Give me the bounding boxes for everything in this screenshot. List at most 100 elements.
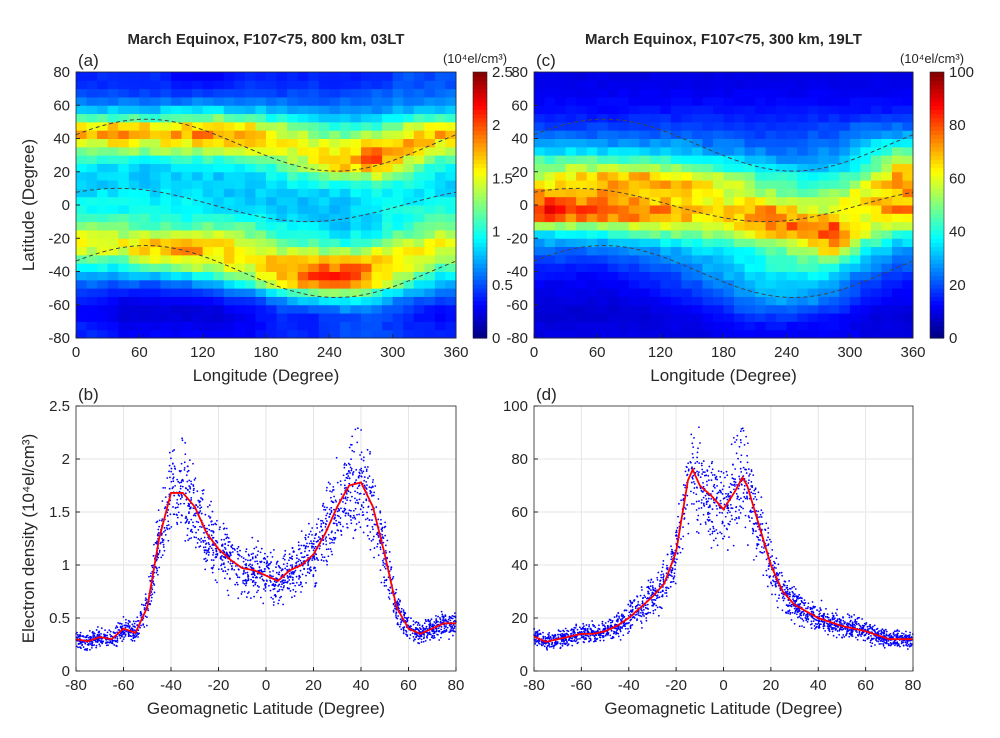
heatmap-cell <box>86 329 98 339</box>
colorbar-swatch <box>473 217 487 223</box>
heatmap-cell <box>786 105 798 115</box>
heatmap-cell <box>276 304 288 314</box>
heatmap-cell <box>818 72 830 81</box>
data-point <box>224 542 227 545</box>
data-point <box>221 559 224 562</box>
data-point <box>334 531 337 534</box>
heatmap-cell <box>434 329 446 339</box>
heatmap-cell <box>339 196 351 206</box>
heatmap-cell <box>192 205 204 214</box>
heatmap-cell <box>818 113 830 123</box>
heatmap-cell <box>392 221 404 231</box>
heatmap-cell <box>128 113 140 123</box>
heatmap-cell <box>403 313 415 322</box>
data-point <box>450 627 453 630</box>
heatmap-cell <box>544 254 556 264</box>
heatmap-cell <box>223 313 235 322</box>
heatmap-cell <box>712 213 724 223</box>
heatmap-cell <box>128 88 140 98</box>
heatmap-cell <box>702 180 714 189</box>
heatmap-cell <box>544 279 556 289</box>
data-point <box>243 571 245 573</box>
heatmap-cell <box>234 213 246 223</box>
heatmap-cell <box>670 80 682 90</box>
heatmap-cell <box>361 221 373 231</box>
heatmap-cell <box>870 146 882 156</box>
data-point <box>123 631 126 634</box>
heatmap-cell <box>192 221 204 231</box>
heatmap-cell <box>276 196 288 206</box>
data-point <box>860 635 862 638</box>
heatmap-cell <box>276 229 288 239</box>
data-point <box>153 591 156 594</box>
heatmap-cell <box>118 96 130 106</box>
heatmap-cell <box>712 121 724 131</box>
heatmap-cell <box>870 105 882 115</box>
data-point <box>414 628 417 631</box>
heatmap-cell <box>639 196 651 206</box>
heatmap-cell <box>618 279 630 289</box>
heatmap-cell <box>202 105 214 115</box>
data-point <box>254 583 257 586</box>
heatmap-cell <box>902 130 914 139</box>
data-point <box>725 470 728 473</box>
data-point <box>93 632 96 635</box>
heatmap-cell <box>318 246 330 256</box>
data-point <box>188 485 191 487</box>
data-point <box>369 452 371 455</box>
heatmap-cell <box>403 163 415 173</box>
heatmap-cell <box>76 288 88 297</box>
data-point <box>170 525 173 528</box>
data-point <box>91 642 94 645</box>
colorbar-swatch <box>473 300 487 306</box>
data-point <box>208 504 211 507</box>
data-point <box>292 550 295 553</box>
data-point <box>190 480 192 483</box>
heatmap-cell <box>849 321 861 331</box>
heatmap-cell <box>786 313 798 322</box>
data-point <box>237 568 240 571</box>
heatmap-cell <box>639 113 651 123</box>
heatmap-cell <box>287 113 299 123</box>
data-point <box>751 484 754 487</box>
colorbar-swatch <box>930 308 944 314</box>
data-point <box>187 502 190 505</box>
heatmap-cell <box>755 321 767 331</box>
data-point <box>256 585 259 587</box>
heatmap-cell <box>329 130 341 139</box>
data-point <box>140 624 142 627</box>
data-point <box>118 633 121 636</box>
data-point <box>355 468 358 471</box>
magnetic-latitude-contour <box>533 245 914 298</box>
heatmap-cell <box>424 130 436 139</box>
data-point <box>226 533 228 536</box>
data-point <box>331 553 334 556</box>
heatmap-cell <box>382 246 394 256</box>
heatmap-cell <box>192 180 204 189</box>
data-point <box>243 569 245 572</box>
data-point <box>259 551 262 554</box>
heatmap-cell <box>329 313 341 322</box>
data-point <box>448 638 450 641</box>
heatmap-cell <box>202 271 214 281</box>
data-point <box>424 639 427 642</box>
data-point <box>422 640 425 643</box>
y-tick-label: -40 <box>506 264 528 281</box>
heatmap-cell <box>828 105 840 115</box>
heatmap-cell <box>107 263 119 272</box>
heatmap-cell <box>371 205 383 214</box>
heatmap-cell <box>534 296 546 306</box>
data-point <box>118 629 121 631</box>
data-point <box>374 523 377 526</box>
heatmap-cell <box>797 96 809 106</box>
data-point <box>168 487 171 490</box>
colorbar-swatch <box>930 163 944 169</box>
data-point <box>264 582 267 585</box>
data-point <box>336 524 338 527</box>
heatmap-cell <box>403 113 415 123</box>
heatmap-cell <box>318 138 330 148</box>
data-point <box>440 636 442 639</box>
heatmap-cell <box>223 146 235 156</box>
heatmap-cell <box>266 254 278 264</box>
panel-label: (b) <box>78 385 99 404</box>
